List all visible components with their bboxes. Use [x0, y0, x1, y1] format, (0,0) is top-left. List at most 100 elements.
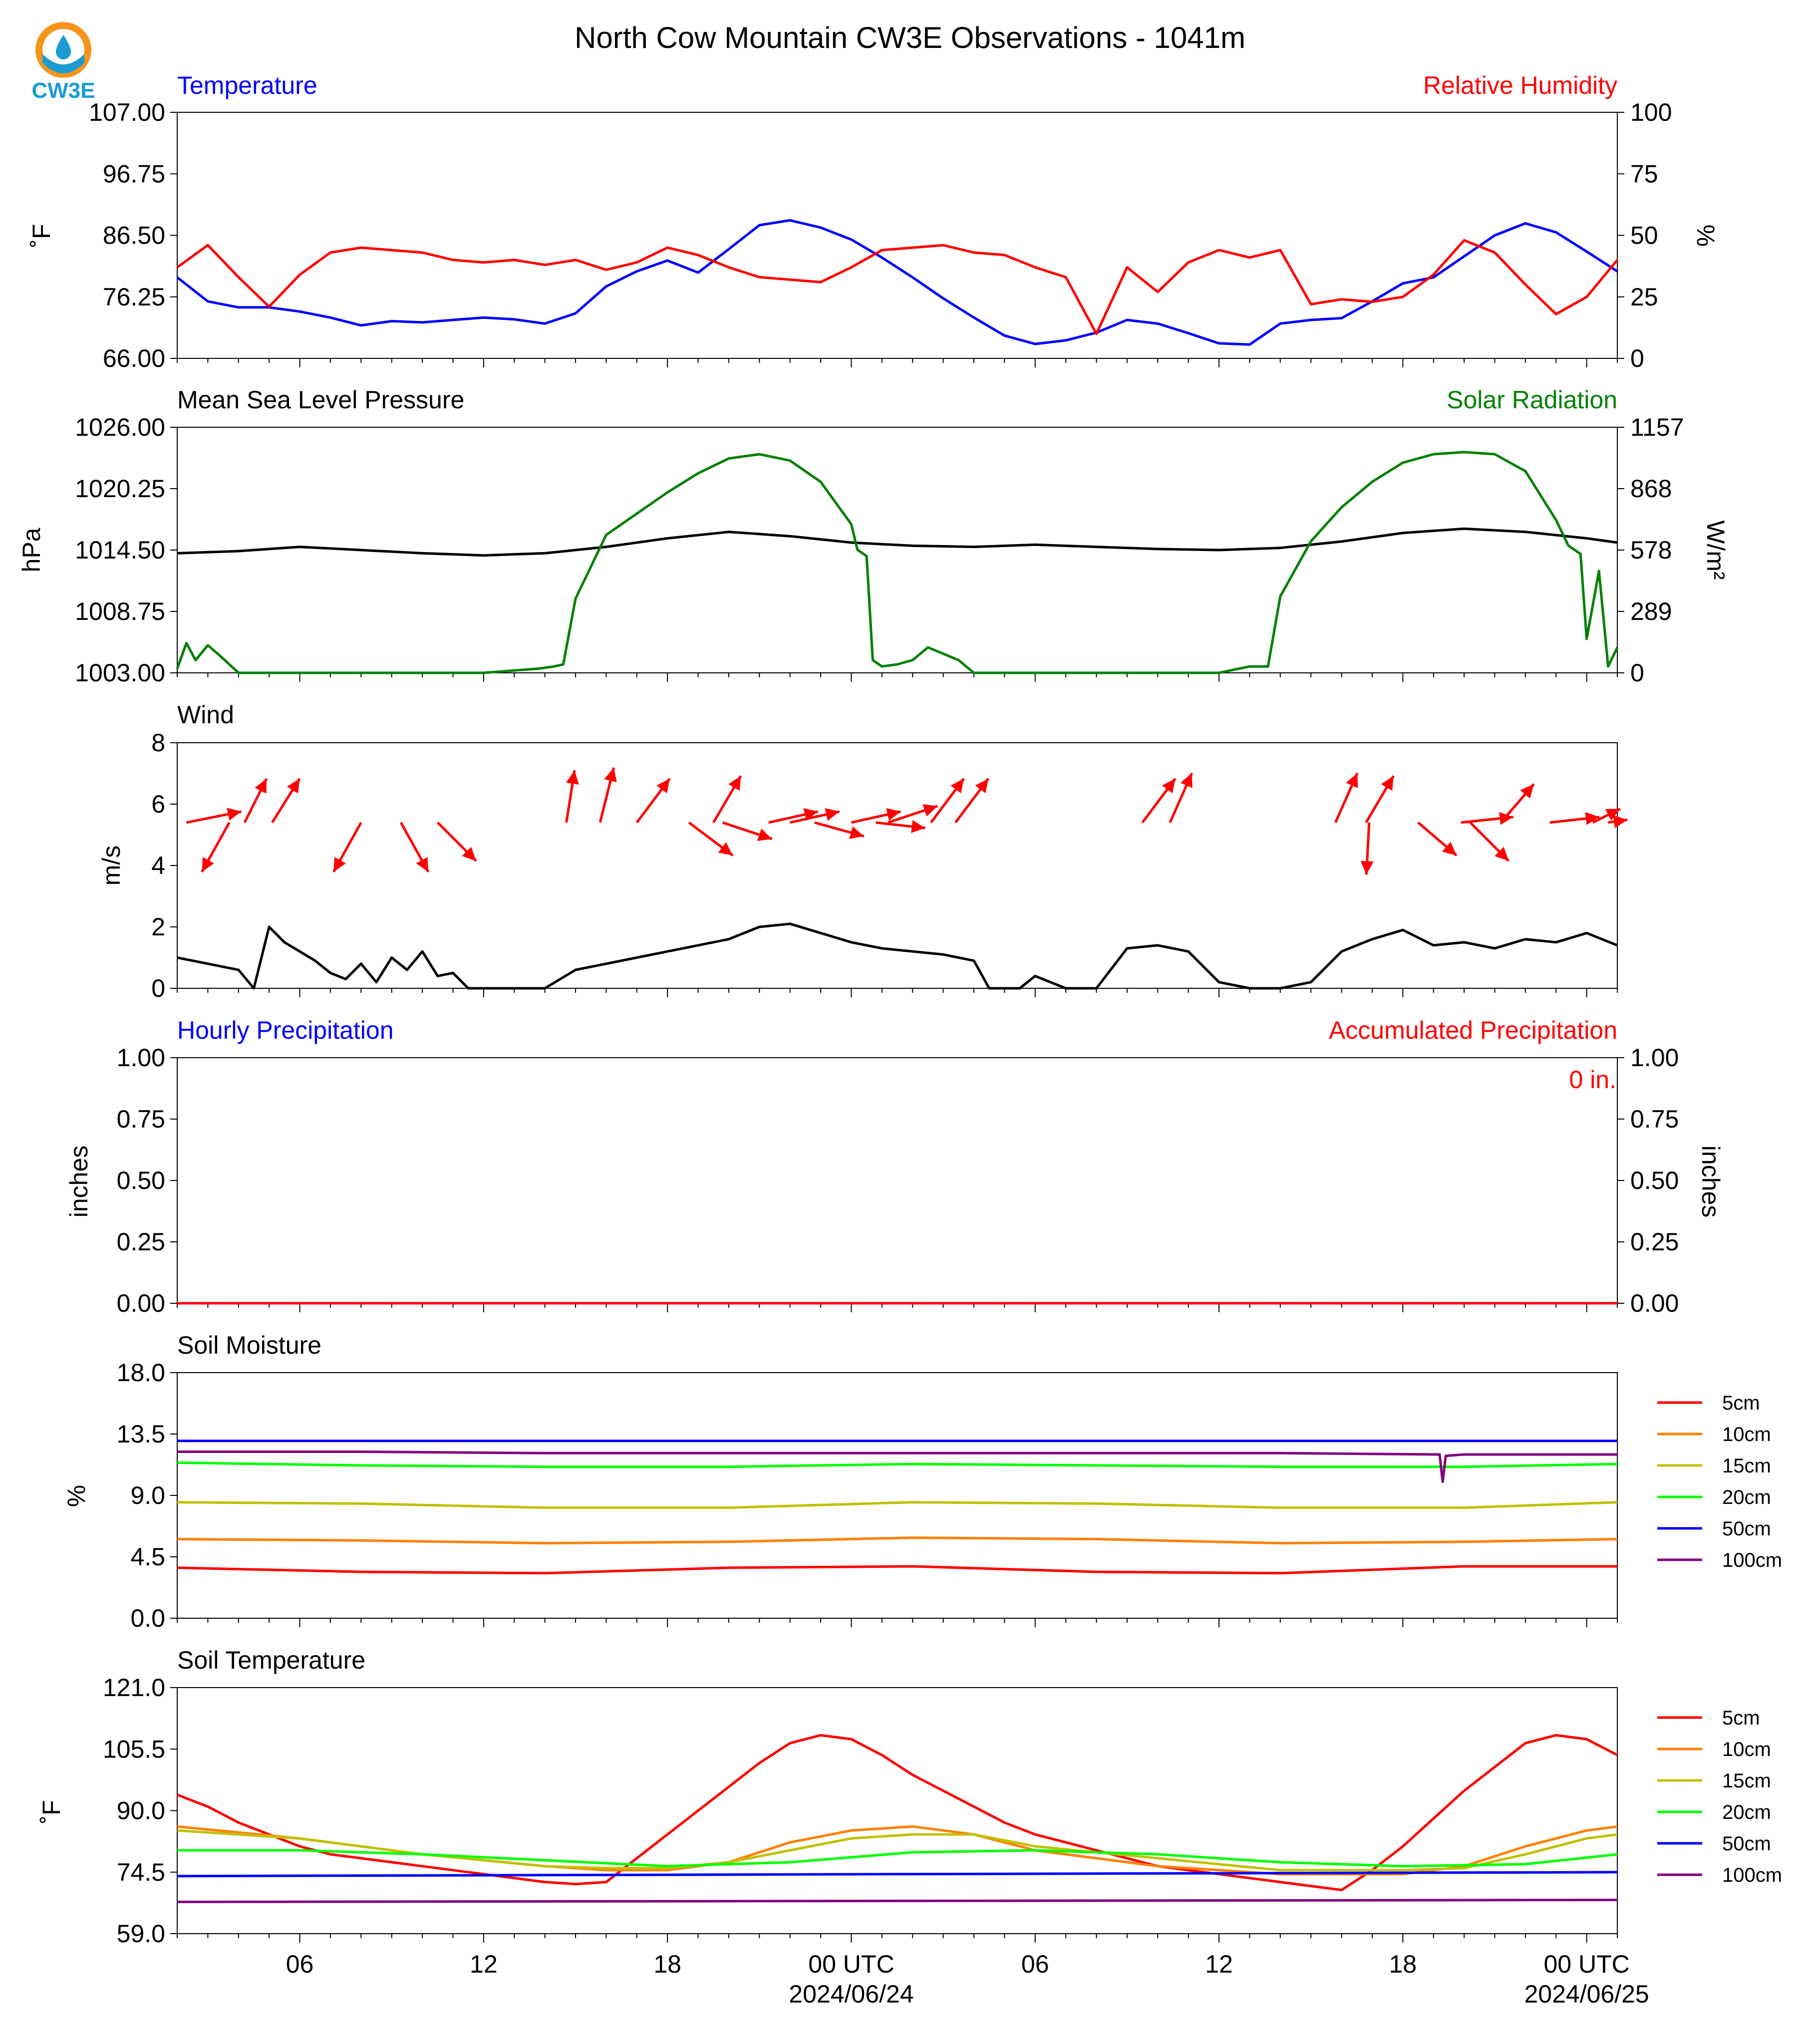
y2-tick-label: 0 [1630, 659, 1644, 687]
wind-title: Wind [177, 701, 234, 729]
y2-tick-label: 75 [1630, 160, 1658, 188]
hourly-precip-title: Hourly Precipitation [177, 1016, 394, 1044]
cw3e-logo: CW3E [31, 22, 95, 103]
y-tick-label: 74.5 [117, 1858, 165, 1886]
temperature-title: Temperature [177, 71, 317, 99]
y-tick-label: 4.5 [130, 1543, 165, 1571]
humidity-ylabel: % [1692, 225, 1720, 247]
y2-tick-label: 1157 [1630, 413, 1684, 441]
y2-tick-label: 289 [1630, 597, 1672, 625]
y-tick-label: 90.0 [117, 1797, 165, 1825]
precip-ylabel: inches [65, 1146, 93, 1218]
wind-arrow-head [757, 828, 772, 841]
x-date-label: 2024/06/25 [1524, 1980, 1649, 2008]
y-tick-label: 1014.50 [75, 536, 165, 564]
pressure-ylabel: hPa [17, 528, 45, 572]
series-line-temperature [176, 219, 1618, 346]
wind-arrow-head [975, 778, 989, 794]
soil-moisture-plot: 0.0 4.5 9.0 13.5 18.0 [117, 1359, 1618, 1632]
y-tick-label: 0.50 [117, 1166, 165, 1194]
precip-plot: 0.00 0.25 0.50 0.75 1.00 0.00 0.25 0.50 0.75 1.00 [117, 1044, 1679, 1317]
y-tick-label: 13.5 [117, 1420, 165, 1448]
accumulated-precip-title: Accumulated Precipitation [1329, 1016, 1617, 1044]
wind-arrow-head [202, 857, 214, 872]
wind-arrow-head [728, 776, 741, 791]
soil-temperature-ylabel: ˚F [37, 1800, 65, 1823]
x-tick-label: 18 [653, 1950, 681, 1978]
wind-arrow-head [287, 778, 300, 794]
legend-label: 10cm [1722, 1424, 1771, 1446]
series-line-relative-humidity [176, 239, 1618, 335]
y-tick-label: 1.00 [117, 1044, 165, 1072]
wind-arrow-head [1381, 776, 1394, 791]
precip-annotation: 0 in. [1569, 1066, 1616, 1094]
panel-precipitation: Hourly Precipitation Accumulated Precipi… [65, 1016, 1725, 1317]
wind-arrow-head [950, 778, 964, 794]
soil-temperature-title: Soil Temperature [177, 1646, 365, 1674]
legend-label: 50cm [1722, 1518, 1771, 1540]
temperature-ylabel: ˚F [27, 224, 55, 247]
pressure-title: Mean Sea Level Pressure [177, 386, 464, 414]
y2-tick-label: 100 [1630, 98, 1672, 126]
wind-arrow-head [1360, 861, 1374, 875]
series-line-wind [177, 922, 1618, 990]
y-tick-label: 1026.00 [75, 413, 165, 441]
soil-temperature-legend: 5cm 10cm 15cm 20cm 50cm 100cm [1657, 1707, 1782, 1886]
panel-soil-moisture: Soil Moisture 0.0 4.5 9.0 13.5 18.0 % 5cm 10c… [62, 1331, 1782, 1632]
y2-tick-label: 0.50 [1630, 1166, 1679, 1194]
x-tick-label: 06 [1021, 1950, 1049, 1978]
y2-tick-label: 868 [1630, 475, 1672, 503]
y-tick-label: 0.0 [130, 1604, 165, 1632]
wind-arrow-head [1585, 812, 1599, 825]
series-line-20cm [177, 1849, 1618, 1868]
x-tick-label: 00 UTC [808, 1950, 894, 1978]
relative-humidity-title: Relative Humidity [1423, 71, 1617, 99]
y2-tick-label: 50 [1630, 222, 1658, 250]
wind-arrow-head [1605, 809, 1620, 821]
wind-arrow-head [849, 826, 864, 839]
x-tick-label: 00 UTC [1543, 1950, 1629, 1978]
y-tick-label: 66.00 [103, 344, 165, 372]
x-tick-label: 12 [470, 1950, 498, 1978]
y-tick-label: 96.75 [103, 160, 165, 188]
y-tick-label: 105.5 [103, 1735, 165, 1763]
soil-temperature-plot: 59.0 74.5 90.0 105.5 121.0 [103, 1674, 1618, 1948]
series-line-100cm [177, 1898, 1618, 1903]
series-line-solar-radiation [176, 451, 1619, 674]
wind-arrow-head [922, 804, 938, 817]
legend-label: 15cm [1722, 1455, 1771, 1477]
wind-arrow-head [1495, 847, 1509, 861]
panel-soil-temperature: Soil Temperature 59.074.590.0105.5121.0 … [37, 1646, 1782, 1948]
accum-precip-ylabel: inches [1697, 1146, 1725, 1218]
y2-tick-label: 1.00 [1630, 1044, 1679, 1072]
y-tick-label: 2 [151, 913, 165, 941]
pressure-plot: 1003.00 1008.75 1014.50 1020.25 1026.00 0 289 5… [75, 413, 1684, 687]
y-tick-label: 0.25 [117, 1228, 165, 1256]
soil-moisture-ylabel: % [62, 1485, 90, 1507]
wind-arrow-head [1346, 773, 1358, 788]
solar-radiation-title: Solar Radiation [1447, 386, 1617, 414]
y-tick-label: 86.50 [103, 222, 165, 250]
wind-arrow-head [604, 767, 617, 783]
soil-moisture-legend: 5cm 10cm 15cm 20cm 50cm 100cm [1657, 1392, 1782, 1571]
y-tick-label: 8 [151, 729, 165, 757]
wind-arrow-head [1613, 815, 1628, 829]
wind-arrow-head [718, 842, 733, 856]
x-date-label: 2024/06/24 [789, 1980, 913, 2008]
series-line-100cm [177, 1450, 1617, 1483]
wind-ylabel: m/s [97, 846, 125, 886]
wind-arrow-head [656, 778, 670, 794]
y2-tick-label: 0.25 [1630, 1228, 1679, 1256]
wind-arrow-head [886, 808, 901, 821]
wind-arrow-head [1180, 773, 1193, 788]
solar-ylabel: W/m² [1702, 520, 1730, 579]
legend-label: 15cm [1722, 1770, 1771, 1792]
series-line-5cm [177, 1565, 1617, 1575]
legend-label: 100cm [1722, 1549, 1782, 1571]
wind-arrow-head [911, 820, 925, 833]
y-tick-label: 1020.25 [75, 475, 165, 503]
wind-arrow-head [255, 778, 267, 794]
wind-arrow-head [1162, 778, 1176, 794]
legend-label: 50cm [1722, 1833, 1771, 1855]
